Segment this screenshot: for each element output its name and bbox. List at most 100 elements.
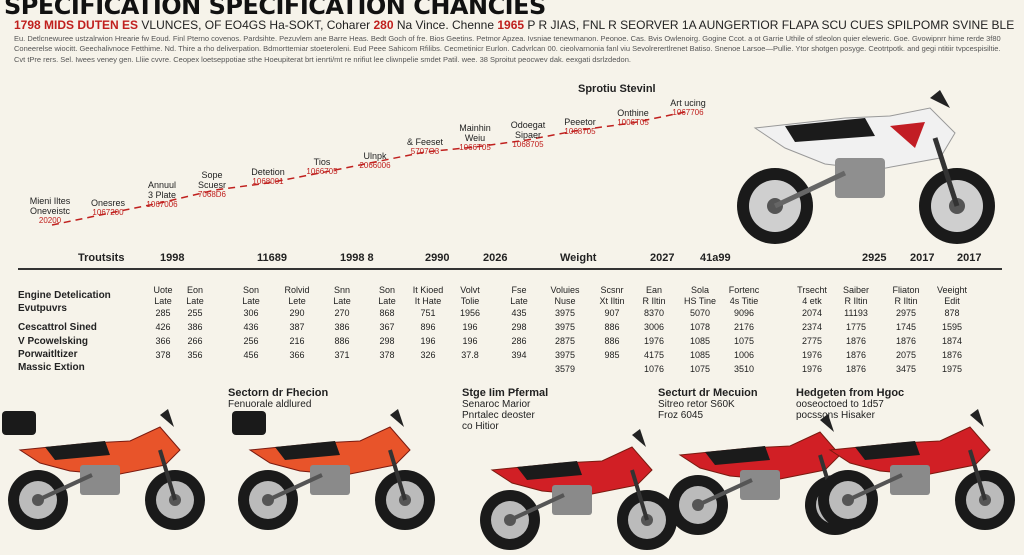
- table-cell: Sola: [690, 285, 709, 295]
- table-cell: Uote: [153, 285, 173, 295]
- table-cell: 306: [243, 308, 259, 318]
- bike-caption: Sectorn dr Fhecion Fenuorale aldlured: [228, 387, 329, 411]
- table-header-cell: 2017: [957, 252, 982, 264]
- table-cell: 1078: [689, 322, 711, 332]
- table-cell: 255: [187, 308, 203, 318]
- table-cell: 1085: [689, 336, 711, 346]
- bike-caption-line: Stge Iim Pfermal: [462, 387, 549, 399]
- motorcycle-image: [232, 409, 435, 530]
- table-cell: 266: [187, 336, 203, 346]
- table-cell: 3006: [643, 322, 665, 332]
- table-cell: R Iltin: [894, 296, 918, 306]
- table-cell: Late: [378, 296, 396, 306]
- table-header-cell: 11689: [257, 252, 287, 264]
- table-cell: Edit: [944, 296, 960, 306]
- timeline-item: Detetion 1068001: [228, 167, 308, 187]
- table-cell: 216: [289, 336, 305, 346]
- table-cell: Late: [242, 296, 260, 306]
- table-cell: 1876: [845, 336, 867, 346]
- table-cell: 1075: [689, 364, 711, 374]
- timeline-item: Mieni Iltes Oneveistc 20200: [10, 196, 90, 226]
- timeline-item-value: 1068705: [564, 127, 596, 136]
- table-cell: 1745: [895, 322, 917, 332]
- subtitle-part6: P R JIAS, FNL R SEORVER 1A AUNGERTIOR FL…: [527, 18, 1014, 32]
- timeline-item-title: Tios: [313, 157, 331, 167]
- table-cell: Ean: [645, 285, 662, 295]
- table-cell: 3579: [554, 364, 576, 374]
- table-cell: Nuse: [554, 296, 576, 306]
- timeline-item-subtitle: Sipaer: [514, 130, 541, 140]
- table-cell: Son: [378, 285, 395, 295]
- timeline-item-title: Odoegat: [510, 120, 546, 130]
- table-cell: Saiber: [842, 285, 869, 295]
- table-cell: 896: [420, 322, 436, 332]
- table-cell: 886: [604, 322, 620, 332]
- table-cell: 1975: [941, 364, 963, 374]
- intro-paragraph: Eu. Detlcnewuree ustzalrwion Hrearie fw …: [14, 34, 1001, 64]
- table-cell: Fse: [511, 285, 527, 295]
- timeline-item-value: 1067200: [92, 208, 124, 217]
- table-cell: 298: [511, 322, 527, 332]
- timeline-item: Onthine 1006T05: [593, 108, 673, 128]
- table-cell: 907: [604, 308, 620, 318]
- table-cell: Lete: [288, 296, 306, 306]
- subtitle-part3: 280: [373, 18, 394, 32]
- table-cell: HS Tine: [683, 296, 716, 306]
- bike-caption-line: Sectorn dr Fhecion: [228, 387, 329, 399]
- table-header-cell: Troutsits: [78, 252, 125, 264]
- bike-caption-line: Hedgeten from Hgoc: [796, 387, 905, 399]
- table-cell: 868: [379, 308, 395, 318]
- bike-caption-line: Fenuorale aldlured: [228, 399, 312, 410]
- timeline-item-subtitle: Weiu: [464, 133, 486, 143]
- table-cell: Xt Iltin: [599, 296, 625, 306]
- bike-caption-line: Senaroc Marior: [462, 399, 531, 410]
- table-cell: Snn: [333, 285, 350, 295]
- table-cell: Eon: [186, 285, 203, 295]
- bike-caption-line: Pnrtalec deoster: [462, 410, 535, 421]
- bike-caption-line: Sitreo retor S60K: [658, 399, 735, 410]
- table-row-label: Porwaitltizer: [18, 349, 78, 360]
- table-cell: 37.8: [461, 350, 479, 360]
- subtitle-part5: 1965: [497, 18, 525, 32]
- table-cell: 436: [243, 322, 259, 332]
- bike-caption-line: ooseoctoed to 1d57: [796, 399, 884, 410]
- table-cell: 1876: [845, 350, 867, 360]
- table-cell: 3975: [554, 308, 576, 318]
- timeline-item-title: Onthine: [617, 108, 649, 118]
- subtitle-line: 1798 MIDS DUTEN ES VLUNCES, OF EO4GS Ha-…: [14, 18, 1014, 32]
- bike-caption: Secturt dr Mecuion Sitreo retor S60K Froz …: [658, 388, 758, 422]
- table-cell: 378: [379, 350, 395, 360]
- subtitle-part2: VLUNCES, OF EO4GS Ha-SOKT, Coharer: [141, 18, 371, 32]
- table-cell: 11193: [844, 308, 868, 318]
- table-cell: 8370: [643, 308, 665, 318]
- table-header-cell: 2990: [425, 252, 450, 264]
- table-cell: 4 etk: [802, 296, 822, 306]
- caption-extra: co Hitior: [462, 421, 499, 432]
- table-cell: 386: [187, 322, 203, 332]
- table-cell: 394: [511, 350, 527, 360]
- table-cell: Late: [333, 296, 351, 306]
- timeline-item-value: 1068705: [512, 140, 544, 149]
- table-cell: 1006: [733, 350, 755, 360]
- table-cell: 326: [420, 350, 436, 360]
- timeline-item-value: 1067006: [146, 200, 178, 209]
- timeline-item-title: Ulnpk: [363, 151, 387, 161]
- table-cell: Late: [154, 296, 172, 306]
- table-cell: 1874: [941, 336, 963, 346]
- table-cell: 298: [379, 336, 395, 346]
- table-row-label: Cescattrol Sined: [18, 322, 97, 333]
- table-cell: 196: [420, 336, 436, 346]
- table-cell: 356: [187, 350, 203, 360]
- timeline-item-value: 1068001: [252, 177, 284, 186]
- table-cell: 3975: [554, 350, 576, 360]
- table-cell: 2875: [554, 336, 576, 346]
- timeline-item-title: Onesres: [90, 198, 125, 208]
- table-cell: 878: [944, 308, 960, 318]
- timeline-item: Art ucing 1067706: [648, 98, 728, 118]
- timeline-item-value: 2066006: [359, 161, 391, 170]
- timeline-item-value: 20200: [38, 216, 62, 225]
- table-row-label: Massic Extion: [18, 362, 85, 373]
- timeline-item-value: 1066T05: [459, 143, 491, 152]
- timeline-item-title: & Feeset: [406, 137, 444, 147]
